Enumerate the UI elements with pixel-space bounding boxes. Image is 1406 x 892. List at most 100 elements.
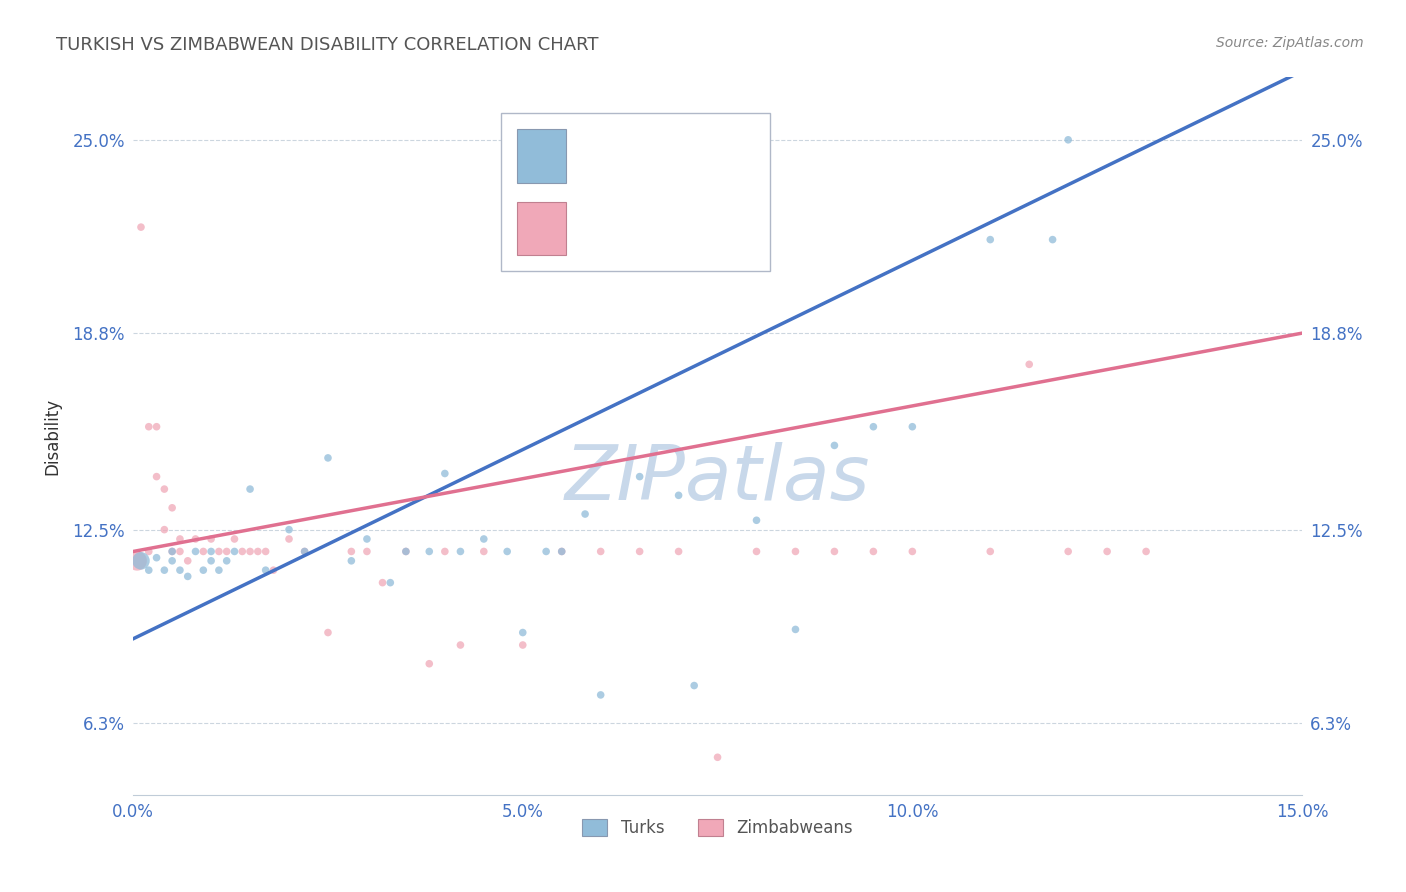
Point [979, 233, 1001, 247]
Point [1042, 233, 1064, 247]
Point [246, 544, 269, 558]
Point [785, 623, 807, 637]
Point [340, 554, 363, 568]
Point [138, 563, 160, 577]
Point [496, 544, 519, 558]
Point [589, 688, 612, 702]
Point [145, 469, 167, 483]
Point [262, 563, 284, 577]
Point [1018, 357, 1040, 371]
Point [153, 482, 176, 496]
Y-axis label: Disability: Disability [44, 398, 60, 475]
Point [153, 563, 176, 577]
Point [901, 544, 924, 558]
Point [254, 544, 277, 558]
Point [668, 488, 690, 502]
Point [169, 563, 191, 577]
Point [160, 554, 183, 568]
Point [160, 544, 183, 558]
Point [145, 419, 167, 434]
Point [278, 532, 301, 546]
Point [433, 544, 456, 558]
Point [628, 469, 651, 483]
Point [823, 438, 845, 452]
Point [200, 554, 222, 568]
Point [862, 544, 884, 558]
Point [177, 569, 200, 583]
Point [395, 544, 418, 558]
Point [160, 500, 183, 515]
Point [153, 523, 176, 537]
Point [395, 544, 418, 558]
Point [138, 419, 160, 434]
Point [316, 625, 339, 640]
Point [254, 563, 277, 577]
Point [823, 544, 845, 558]
Point [127, 554, 149, 568]
Point [706, 750, 728, 764]
Point [239, 482, 262, 496]
Point [129, 220, 152, 235]
Point [380, 575, 402, 590]
Point [901, 419, 924, 434]
Point [745, 544, 768, 558]
Point [184, 532, 207, 546]
Point [294, 544, 316, 558]
Point [231, 544, 253, 558]
Point [193, 563, 215, 577]
Point [551, 544, 574, 558]
Point [184, 544, 207, 558]
Point [208, 544, 231, 558]
Point [433, 467, 456, 481]
Point [193, 544, 215, 558]
Point [472, 544, 495, 558]
Point [200, 544, 222, 558]
Point [1057, 133, 1080, 147]
Point [449, 638, 471, 652]
Point [316, 450, 339, 465]
Point [534, 544, 557, 558]
Point [574, 507, 596, 521]
Point [294, 544, 316, 558]
Point [628, 544, 651, 558]
Point [169, 544, 191, 558]
Point [745, 513, 768, 527]
Point [668, 544, 690, 558]
Point [138, 544, 160, 558]
Point [224, 544, 246, 558]
Point [224, 532, 246, 546]
Point [200, 532, 222, 546]
Point [589, 544, 612, 558]
Point [449, 544, 471, 558]
Point [551, 544, 574, 558]
Point [356, 544, 378, 558]
Point [418, 657, 440, 671]
Point [215, 554, 238, 568]
Point [1135, 544, 1157, 558]
Point [979, 544, 1001, 558]
Point [371, 575, 394, 590]
Text: ZIPatlas: ZIPatlas [565, 442, 870, 516]
Point [278, 523, 301, 537]
Point [239, 544, 262, 558]
Legend: Turks, Zimbabweans: Turks, Zimbabweans [576, 813, 859, 844]
Text: TURKISH VS ZIMBABWEAN DISABILITY CORRELATION CHART: TURKISH VS ZIMBABWEAN DISABILITY CORRELA… [56, 36, 599, 54]
Point [862, 419, 884, 434]
Point [512, 638, 534, 652]
Point [1057, 544, 1080, 558]
Point [340, 544, 363, 558]
Point [145, 550, 167, 565]
Text: Source: ZipAtlas.com: Source: ZipAtlas.com [1216, 36, 1364, 50]
Point [160, 544, 183, 558]
Point [472, 532, 495, 546]
Point [169, 532, 191, 546]
Point [215, 544, 238, 558]
Point [785, 544, 807, 558]
Point [129, 554, 152, 568]
Point [208, 563, 231, 577]
Point [1095, 544, 1118, 558]
Point [683, 679, 706, 693]
Point [418, 544, 440, 558]
Point [512, 625, 534, 640]
Point [356, 532, 378, 546]
